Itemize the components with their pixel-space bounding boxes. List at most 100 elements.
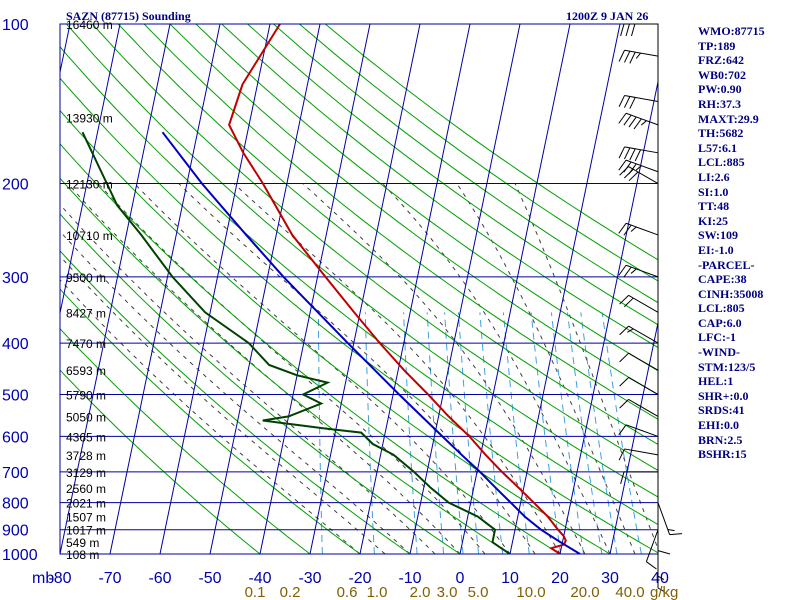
index-line: CAPE:38 (698, 272, 747, 287)
pressure-tick-label: 500 (2, 387, 29, 404)
isotherm--10 (409, 24, 521, 554)
mixing-ratio-label: 1.0 (367, 584, 388, 600)
height-label: 2021 m (66, 497, 106, 511)
barb-staff (624, 448, 659, 456)
barb-staff (628, 166, 659, 184)
barb-staff (625, 159, 659, 173)
dry-adiabat (117, 24, 658, 445)
height-label: 108 m (66, 548, 99, 562)
chart-title: SAZN (87715) Sounding (66, 9, 191, 23)
height-label: 2560 m (66, 482, 106, 496)
barb-staff (628, 352, 659, 371)
height-label: 549 m (66, 536, 99, 550)
barb-flag (619, 325, 629, 336)
temp-tick-label: 40 (651, 570, 669, 587)
wind-barb (618, 448, 659, 461)
barb-flag (646, 561, 657, 570)
barb-flag (630, 23, 636, 37)
wind-barb (657, 554, 665, 592)
barb-staff (624, 95, 659, 102)
moist-adiabat (382, 183, 611, 554)
isotherm--50 (209, 24, 321, 554)
wind-barb (618, 112, 659, 130)
temp-tick-label: 10 (501, 570, 519, 587)
barb-flag (618, 264, 627, 276)
dry-adiabat (60, 369, 261, 554)
isotherm-20 (559, 79, 658, 554)
barb-flag (618, 448, 625, 461)
barb-flag (623, 266, 632, 278)
dry-adiabat (60, 213, 461, 554)
isotherm--30 (309, 24, 421, 554)
height-label: 12130 m (66, 178, 113, 192)
pressure-tick-label: 900 (2, 523, 29, 540)
barb-flag (620, 23, 625, 37)
wind-barb (619, 294, 659, 313)
barb-flag (630, 268, 637, 274)
height-label: 8427 m (66, 306, 106, 320)
index-line: BRN:2.5 (698, 432, 743, 447)
index-line: PW:0.90 (698, 82, 742, 97)
dry-adiabat (324, 24, 658, 261)
height-label: 6593 m (66, 364, 106, 378)
pressure-tick-label: 700 (2, 465, 29, 482)
isotherm--70 (109, 24, 221, 554)
mixing-ratio-label: 5.0 (468, 584, 489, 600)
barb-flag (667, 528, 675, 532)
temp-tick-label: 20 (551, 570, 569, 587)
pressure-tick-label: 400 (2, 336, 29, 353)
temp-tick-label: -60 (148, 570, 171, 587)
wind-barb (619, 352, 659, 371)
index-line: FRZ:642 (698, 53, 744, 68)
wind-barbs (618, 23, 683, 592)
index-line: LI:2.6 (698, 169, 730, 184)
wind-barb (645, 529, 659, 570)
index-line: LFC:-1 (698, 330, 736, 345)
barb-flag (623, 224, 632, 236)
wind-barb (619, 377, 659, 395)
height-label: 16460 m (66, 18, 113, 32)
index-line: WMO:87715 (698, 24, 765, 38)
moist-adiabat (302, 183, 586, 554)
index-line: LCL:805 (698, 301, 745, 316)
wind-barb (619, 166, 659, 184)
barb-staff (624, 146, 659, 154)
index-line: LCL:885 (698, 155, 745, 170)
wind-barb (618, 49, 659, 64)
temperature-line (228, 24, 567, 554)
mixing-ratio-line (318, 312, 323, 554)
dry-adiabat (221, 24, 658, 349)
wind-barb (619, 398, 659, 417)
barb-staff (625, 112, 659, 126)
dry-adiabat (60, 250, 411, 554)
dry-adiabat (247, 24, 658, 326)
wind-barb (618, 146, 659, 162)
mixing-ratio-label: 20.0 (570, 584, 599, 600)
index-line: MAXT:29.9 (698, 111, 759, 126)
mixing-ratio-line (601, 312, 642, 554)
barb-staff (625, 264, 659, 278)
barb-flag (618, 112, 627, 124)
barb-flag (633, 118, 642, 130)
index-line: -WIND- (698, 345, 740, 360)
pressure-tick-label: 300 (2, 270, 29, 287)
index-line: EI:-1.0 (698, 242, 734, 257)
pressure-tick-label: 1000 (2, 547, 38, 564)
barb-staff (628, 325, 659, 344)
barb-flag (629, 51, 636, 64)
pressure-tick-label: 800 (2, 496, 29, 513)
height-label: 5790 m (66, 388, 106, 402)
mixing-ratio-label: 3.0 (437, 584, 458, 600)
isotherm--20 (359, 24, 471, 554)
mixing-ratio-line (444, 312, 464, 554)
dry-adiabat (60, 77, 658, 554)
dry-adiabat (195, 24, 658, 372)
height-label: 4365 m (66, 430, 106, 444)
barb-flag (618, 50, 625, 62)
barb-flag (618, 222, 627, 234)
wind-barb (618, 424, 659, 437)
mixing-ratio-unit: g/kg (650, 584, 678, 600)
isotherm--40 (259, 24, 371, 554)
moist-adiabat (60, 230, 411, 554)
